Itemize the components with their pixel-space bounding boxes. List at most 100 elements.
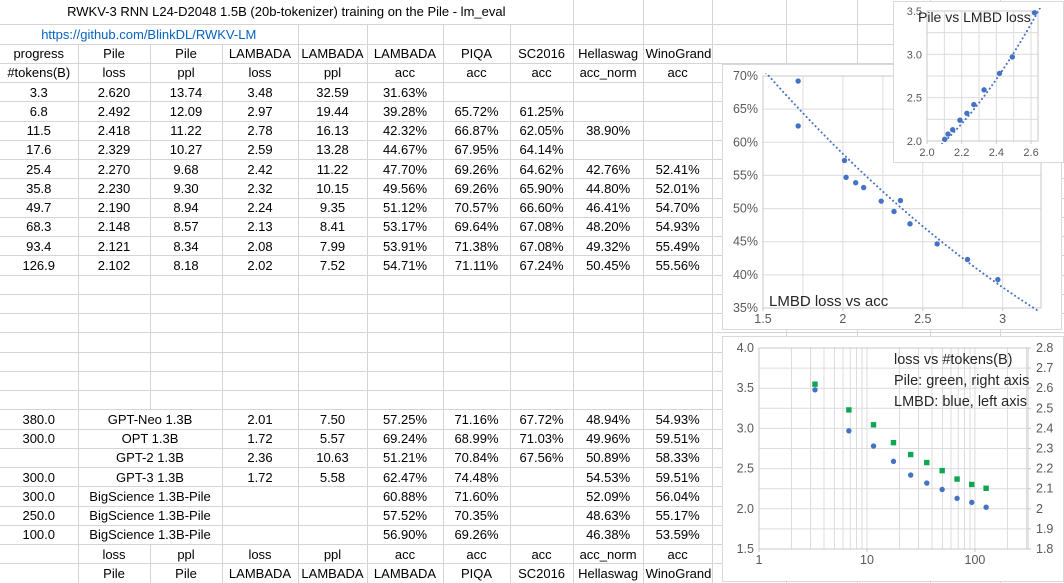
empty-cell[interactable] bbox=[510, 294, 574, 315]
empty-cell[interactable] bbox=[367, 313, 444, 334]
data-cell[interactable]: 2.270 bbox=[78, 159, 151, 180]
data-cell[interactable]: 2.36 bbox=[222, 448, 299, 469]
data-cell[interactable]: 9.35 bbox=[298, 198, 368, 218]
column-header[interactable]: progress bbox=[0, 44, 79, 64]
data-cell[interactable]: 300.0 bbox=[0, 486, 79, 507]
column-header[interactable]: Hellaswag bbox=[573, 44, 644, 64]
data-cell[interactable]: 5.57 bbox=[298, 429, 368, 449]
empty-cell[interactable] bbox=[573, 0, 644, 25]
empty-cell[interactable] bbox=[786, 0, 858, 25]
data-cell[interactable] bbox=[510, 82, 574, 103]
empty-cell[interactable] bbox=[367, 332, 444, 353]
empty-cell[interactable] bbox=[443, 371, 511, 392]
empty-cell[interactable] bbox=[367, 371, 444, 392]
empty-cell[interactable] bbox=[150, 390, 223, 411]
data-cell[interactable]: 68.3 bbox=[0, 217, 79, 238]
data-cell[interactable]: 55.49% bbox=[643, 236, 713, 257]
empty-cell[interactable] bbox=[150, 352, 223, 372]
column-subheader[interactable]: acc_norm bbox=[573, 63, 644, 84]
footer-subheader[interactable] bbox=[0, 544, 79, 565]
data-cell[interactable]: 2.24 bbox=[222, 198, 299, 218]
data-cell[interactable]: 59.51% bbox=[643, 429, 713, 449]
column-subheader[interactable]: loss bbox=[222, 63, 299, 84]
data-cell[interactable] bbox=[222, 506, 299, 526]
chart-loss-vs-tokens[interactable]: 1 10 100 4.0 3.5 3.0 2.5 2.0 1.5 2.8 2.7 2.6 2.5 2.4 2… bbox=[722, 336, 1064, 582]
data-cell[interactable]: 57.25% bbox=[367, 409, 444, 430]
data-cell[interactable]: 7.52 bbox=[298, 255, 368, 276]
footer-subheader[interactable]: acc bbox=[443, 544, 511, 565]
empty-cell[interactable] bbox=[443, 313, 511, 334]
data-cell[interactable]: 250.0 bbox=[0, 506, 79, 526]
data-cell[interactable]: 7.99 bbox=[298, 236, 368, 257]
data-cell[interactable]: 62.47% bbox=[367, 467, 444, 488]
empty-cell[interactable] bbox=[573, 332, 644, 353]
data-cell[interactable]: 67.95% bbox=[443, 140, 511, 161]
data-cell[interactable]: 2.329 bbox=[78, 140, 151, 161]
data-cell[interactable]: 66.60% bbox=[510, 198, 574, 218]
data-cell[interactable]: 51.12% bbox=[367, 198, 444, 218]
empty-cell[interactable] bbox=[712, 0, 787, 25]
data-cell[interactable]: 48.63% bbox=[573, 506, 644, 526]
empty-cell[interactable] bbox=[222, 352, 299, 372]
data-cell[interactable]: 7.50 bbox=[298, 409, 368, 430]
data-cell[interactable]: 54.93% bbox=[643, 409, 713, 430]
data-cell[interactable]: 67.72% bbox=[510, 409, 574, 430]
column-header[interactable]: Pile bbox=[150, 44, 223, 64]
data-cell[interactable]: 380.0 bbox=[0, 409, 79, 430]
data-cell[interactable]: 56.04% bbox=[643, 486, 713, 507]
footer-header[interactable]: Hellaswag bbox=[573, 563, 644, 583]
data-cell[interactable]: 8.57 bbox=[150, 217, 223, 238]
data-cell[interactable]: 2.121 bbox=[78, 236, 151, 257]
data-cell[interactable]: 11.22 bbox=[150, 121, 223, 141]
footer-subheader[interactable]: loss bbox=[222, 544, 299, 565]
data-cell[interactable] bbox=[643, 82, 713, 103]
data-cell[interactable] bbox=[298, 486, 368, 507]
data-cell[interactable]: 25.4 bbox=[0, 159, 79, 180]
column-header[interactable]: SC2016 bbox=[510, 44, 574, 64]
data-cell[interactable]: 10.15 bbox=[298, 178, 368, 199]
column-header[interactable]: Pile bbox=[78, 44, 151, 64]
empty-cell[interactable] bbox=[298, 371, 368, 392]
empty-cell[interactable] bbox=[78, 332, 151, 353]
data-cell[interactable]: 8.41 bbox=[298, 217, 368, 238]
data-cell[interactable]: 59.51% bbox=[643, 467, 713, 488]
data-cell[interactable]: 2.230 bbox=[78, 178, 151, 199]
empty-cell[interactable] bbox=[78, 352, 151, 372]
data-cell[interactable]: 69.26% bbox=[443, 159, 511, 180]
data-cell[interactable]: 71.16% bbox=[443, 409, 511, 430]
column-header[interactable]: LAMBADA bbox=[367, 44, 444, 64]
footer-header[interactable]: SC2016 bbox=[510, 563, 574, 583]
data-cell[interactable]: 69.24% bbox=[367, 429, 444, 449]
empty-cell[interactable] bbox=[786, 44, 858, 64]
empty-cell[interactable] bbox=[510, 390, 574, 411]
data-cell[interactable]: 38.90% bbox=[573, 121, 644, 141]
data-cell[interactable]: 300.0 bbox=[0, 429, 79, 449]
data-cell[interactable]: 17.6 bbox=[0, 140, 79, 161]
column-header[interactable]: LAMBADA bbox=[298, 44, 368, 64]
data-cell[interactable]: 64.14% bbox=[510, 140, 574, 161]
data-cell[interactable]: 55.17% bbox=[643, 506, 713, 526]
empty-cell[interactable] bbox=[712, 44, 787, 64]
footer-header[interactable]: LAMBADA bbox=[367, 563, 444, 583]
column-subheader[interactable]: acc bbox=[443, 63, 511, 84]
empty-cell[interactable] bbox=[78, 371, 151, 392]
chart-pile-vs-lmbd-loss[interactable]: 2.0 2.2 2.4 2.6 2.0 2.5 3.0 3.5 Pile vs LMBD los… bbox=[893, 1, 1064, 163]
data-cell[interactable]: 51.21% bbox=[367, 448, 444, 469]
data-cell[interactable]: 10.27 bbox=[150, 140, 223, 161]
data-cell[interactable]: 3.3 bbox=[0, 82, 79, 103]
empty-cell[interactable] bbox=[643, 275, 713, 295]
column-subheader[interactable]: acc bbox=[510, 63, 574, 84]
data-cell[interactable]: 2.148 bbox=[78, 217, 151, 238]
empty-cell[interactable] bbox=[298, 352, 368, 372]
data-cell[interactable]: 52.01% bbox=[643, 178, 713, 199]
data-cell[interactable]: 44.67% bbox=[367, 140, 444, 161]
data-cell[interactable]: 74.48% bbox=[443, 467, 511, 488]
data-cell[interactable]: 12.09 bbox=[150, 101, 223, 122]
data-cell[interactable] bbox=[510, 467, 574, 488]
data-cell[interactable]: 49.7 bbox=[0, 198, 79, 218]
data-cell[interactable]: 39.28% bbox=[367, 101, 444, 122]
empty-cell[interactable] bbox=[78, 294, 151, 315]
column-header[interactable]: PIQA bbox=[443, 44, 511, 64]
data-cell[interactable]: 300.0 bbox=[0, 467, 79, 488]
empty-cell[interactable] bbox=[367, 352, 444, 372]
